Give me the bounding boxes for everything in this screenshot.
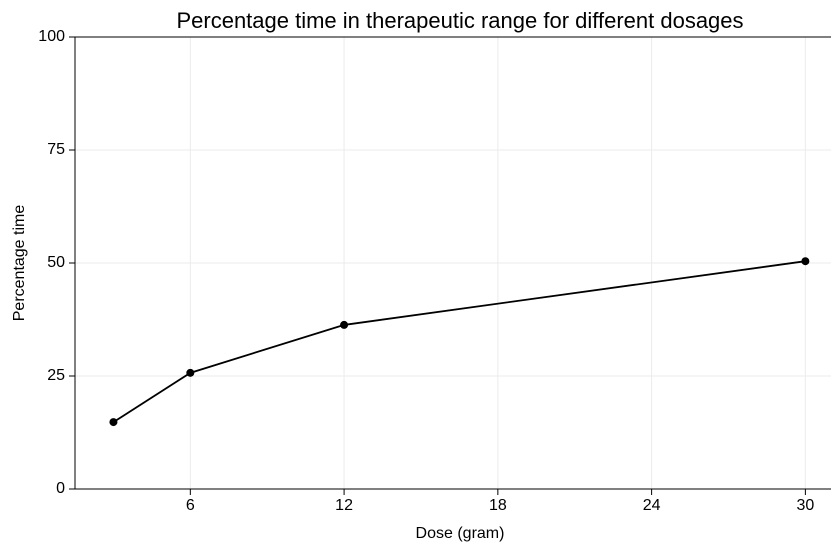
x-tick-label: 12 — [335, 497, 353, 514]
y-tick-label: 100 — [38, 28, 65, 45]
data-point — [340, 320, 349, 329]
chart-title: Percentage time in therapeutic range for… — [176, 8, 743, 33]
x-tick-label: 24 — [643, 497, 661, 514]
y-tick-label: 25 — [47, 367, 65, 384]
y-axis-label: Percentage time — [11, 205, 28, 322]
x-tick-label: 6 — [186, 497, 195, 514]
x-tick-label: 18 — [489, 497, 507, 514]
data-line — [112, 260, 806, 423]
data-point — [109, 418, 118, 427]
x-axis-label: Dose (gram) — [416, 525, 505, 542]
y-tick-label: 0 — [56, 480, 65, 497]
y-tick-label: 75 — [47, 141, 65, 158]
y-tick-label: 50 — [47, 254, 65, 271]
data-point — [186, 368, 195, 377]
x-tick-label: 30 — [796, 497, 814, 514]
data-point — [801, 257, 810, 266]
